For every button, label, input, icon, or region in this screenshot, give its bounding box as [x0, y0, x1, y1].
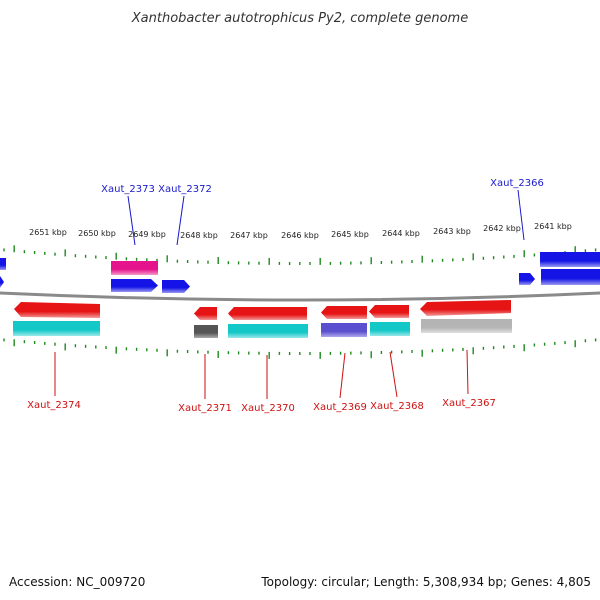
- kbp-label: 2645 kbp: [331, 230, 369, 239]
- gene-label-xaut-2368: Xaut_2368: [370, 401, 424, 412]
- gene-feature-xaut-2366-b: [541, 269, 600, 285]
- gene-feature-xaut-2370-cds: [228, 324, 308, 338]
- outer-tick-ring: [3, 245, 597, 265]
- gene-feature-xaut-2367-cds: [421, 319, 512, 333]
- gene-feature-small-blue: [519, 273, 535, 285]
- gene-feature-magenta: [111, 261, 158, 275]
- genome-summary-text: Topology: circular; Length: 5,308,934 bp…: [260, 575, 591, 589]
- leader-line: [176, 195, 185, 246]
- kbp-label: 2641 kbp: [534, 222, 572, 231]
- gene-feature-xaut-2369-cds: [321, 323, 367, 337]
- gene-feature-xaut-2374-cds: [13, 321, 100, 336]
- gene-feature-xaut-2366-a: [540, 252, 600, 267]
- leader-line: [339, 352, 346, 399]
- kbp-label: 2649 kbp: [128, 230, 166, 239]
- map-title: Xanthobacter autotrophicus Py2, complete…: [131, 11, 468, 26]
- forward-gene-labels: Xaut_2373 Xaut_2372 Xaut_2366: [101, 178, 544, 246]
- gene-label-xaut-2370: Xaut_2370: [241, 403, 295, 414]
- kbp-label: 2651 kbp: [29, 228, 67, 237]
- gene-feature-left-edge-lower: [0, 276, 4, 288]
- gene-feature-xaut-2372: [162, 280, 190, 293]
- kbp-scale: 2651 kbp 2650 kbp 2649 kbp 2648 kbp 2647…: [29, 222, 572, 240]
- reverse-strand-features: [13, 300, 512, 338]
- gene-label-xaut-2367: Xaut_2367: [442, 398, 496, 409]
- gene-label-xaut-2372: Xaut_2372: [158, 184, 212, 195]
- gene-feature-xaut-2373: [111, 279, 158, 292]
- inner-tick-ring: [3, 338, 597, 359]
- kbp-label: 2647 kbp: [230, 231, 268, 240]
- leader-line: [127, 195, 136, 246]
- leader-line: [517, 189, 525, 241]
- gene-feature-xaut-2371: [194, 307, 217, 320]
- gene-label-xaut-2374: Xaut_2374: [27, 400, 81, 411]
- gene-label-xaut-2366: Xaut_2366: [490, 178, 544, 189]
- forward-strand-features: [0, 252, 600, 293]
- gene-feature-xaut-2370: [228, 307, 307, 320]
- gene-feature-xaut-2367: [420, 300, 511, 316]
- gene-feature-xaut-2374: [14, 302, 100, 318]
- gene-label-xaut-2369: Xaut_2369: [313, 402, 367, 413]
- gene-feature-xaut-2368-cds: [370, 322, 410, 336]
- leader-line: [466, 349, 469, 395]
- gene-feature-xaut-2371-cds: [194, 325, 218, 338]
- kbp-label: 2643 kbp: [433, 227, 471, 236]
- gene-label-xaut-2373: Xaut_2373: [101, 184, 155, 195]
- gene-feature-xaut-2369: [321, 306, 367, 319]
- genome-backbone: [0, 291, 600, 302]
- kbp-label: 2644 kbp: [382, 229, 420, 238]
- gene-feature-xaut-2368: [369, 305, 409, 318]
- reverse-gene-labels: Xaut_2374 Xaut_2371 Xaut_2370 Xaut_2369 …: [27, 349, 496, 414]
- gene-label-xaut-2371: Xaut_2371: [178, 403, 232, 414]
- gene-feature-left-edge-upper: [0, 258, 6, 270]
- leader-line: [389, 351, 398, 398]
- kbp-label: 2642 kbp: [483, 224, 521, 233]
- kbp-label: 2646 kbp: [281, 231, 319, 240]
- accession-text: Accession: NC_009720: [9, 575, 145, 589]
- kbp-label: 2650 kbp: [78, 229, 116, 238]
- kbp-label: 2648 kbp: [180, 231, 218, 240]
